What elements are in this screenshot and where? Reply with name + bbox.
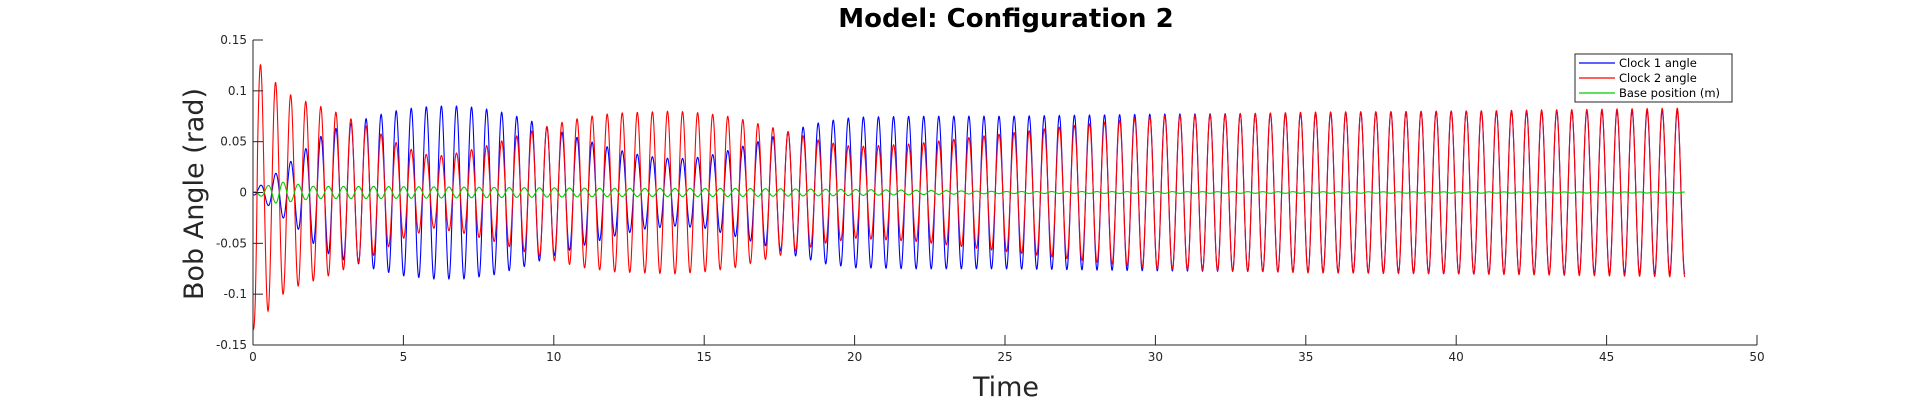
chart-title: Model: Configuration 2 xyxy=(838,4,1173,34)
x-tick-label: 25 xyxy=(997,350,1012,364)
y-tick-label: -0.15 xyxy=(216,338,247,352)
x-tick-label: 50 xyxy=(1749,350,1764,364)
x-tick-label: 30 xyxy=(1148,350,1163,364)
series-line-3 xyxy=(252,181,1685,204)
x-tick-label: 5 xyxy=(400,350,408,364)
x-tick-label: 20 xyxy=(847,350,862,364)
legend-label: Clock 1 angle xyxy=(1619,56,1697,70)
y-tick-label: 0.1 xyxy=(228,84,247,98)
legend-label: Clock 2 angle xyxy=(1619,71,1697,85)
x-tick-label: 10 xyxy=(546,350,561,364)
y-tick-label: -0.1 xyxy=(224,287,247,301)
x-tick-label: 40 xyxy=(1449,350,1464,364)
legend-label: Base position (m) xyxy=(1619,86,1720,100)
x-tick-label: 15 xyxy=(697,350,712,364)
x-tick-label: 0 xyxy=(249,350,257,364)
x-axis-label: Time xyxy=(972,372,1039,400)
y-axis-label: Bob Angle (rad) xyxy=(179,88,210,300)
y-tick-label: 0.15 xyxy=(220,33,247,47)
x-tick-label: 45 xyxy=(1599,350,1614,364)
series-line-2 xyxy=(252,63,1686,331)
x-tick-label: 35 xyxy=(1298,350,1313,364)
series-layer xyxy=(252,63,1686,331)
y-tick-label: 0.05 xyxy=(220,135,247,149)
axes-layer: 0 5 10 15 20 25 30 35 40 45 50 -0.15 -0.1 -0.05 0 0.05 0… xyxy=(216,33,1765,364)
y-tick-label: -0.05 xyxy=(216,236,247,250)
y-tick-label: 0 xyxy=(239,186,247,200)
